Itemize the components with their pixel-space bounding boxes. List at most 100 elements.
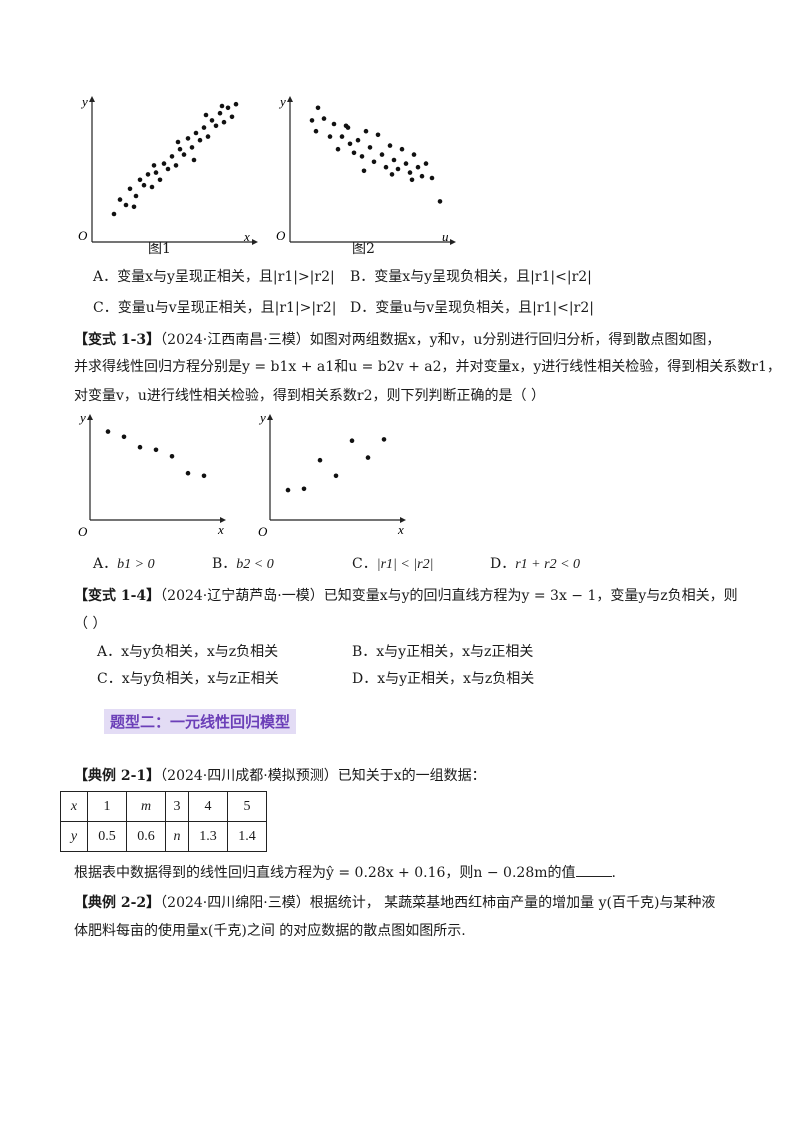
origin-label: O: [78, 524, 88, 539]
figure-caption-2: 图2: [352, 241, 375, 257]
scatter-point: [177, 146, 183, 152]
option-b: B．b2 < 0: [212, 553, 274, 573]
scatter-point: [347, 141, 353, 147]
scatter-point: [181, 152, 187, 157]
example-text: 根据表中数据得到的线性回归直线方程为ŷ = 0.28x + 0.16，则n − …: [74, 865, 576, 881]
scatter-point: [193, 130, 199, 136]
scatter-point: [149, 184, 155, 190]
question-line-3: 对变量v，u进行线性相关检验，得到相关系数r2，则下列判断正确的是（ ）: [74, 388, 545, 404]
option-a: A．变量x与y呈现正相关，且|r1|>|r2|: [93, 269, 335, 285]
scatter-points: [309, 105, 443, 204]
scatter-point: [333, 473, 339, 479]
scatter-point: [391, 157, 397, 163]
scatter-point: [131, 204, 137, 210]
scatter-point: [389, 172, 395, 177]
scatter-point: [345, 125, 351, 130]
table-row: y 0.5 0.6 n 1.3 1.4: [60, 821, 267, 852]
scatter-point: [201, 125, 207, 130]
scatter-point: [349, 438, 355, 443]
question-tag: 【变式 1-3】: [74, 332, 161, 348]
answer-blank[interactable]: [575, 864, 612, 877]
scatter-point: [221, 119, 227, 125]
scatter-point: [175, 139, 181, 145]
scatter-point: [209, 118, 215, 123]
scatter-point: [185, 470, 191, 476]
scatter-point: [365, 455, 371, 460]
scatter-points: [111, 101, 239, 217]
scatter-point: [105, 429, 111, 434]
period: .: [611, 865, 616, 881]
origin-label: O: [78, 228, 88, 243]
example-text: （2024·四川成都·模拟预测）已知关于x的一组数据：: [160, 768, 486, 784]
table-cell: x: [60, 791, 88, 822]
table-cell: 5: [227, 791, 267, 822]
scatter-point: [395, 166, 401, 172]
scatter-point: [165, 166, 171, 172]
option-letter: D．: [490, 556, 516, 572]
scatter-point: [423, 161, 429, 166]
table-cell: m: [126, 791, 166, 822]
scatter-figure-1: y x O: [78, 94, 258, 245]
scatter-point: [169, 454, 175, 459]
scatter-point: [321, 116, 327, 121]
scatter-figure-2: y u O: [276, 94, 456, 245]
origin-label: O: [258, 524, 268, 539]
scatter-point: [111, 211, 117, 217]
scatter-point: [117, 197, 123, 202]
scatter-point: [219, 103, 225, 109]
option-b: B．变量x与y呈现负相关，且|r1|<|r2|: [350, 269, 592, 285]
axis-label-y: y: [78, 410, 86, 425]
scatter-point: [225, 105, 231, 111]
example-tag: 【典例 2-2】: [74, 895, 161, 911]
scatter-point: [367, 145, 373, 150]
scatter-point: [153, 447, 159, 453]
scatter-point: [133, 193, 139, 199]
option-math: b2 < 0: [236, 557, 274, 572]
scatter-point: [161, 161, 167, 166]
scatter-point: [379, 152, 385, 157]
question-tag: 【变式 1-4】: [74, 588, 161, 604]
example-line-2: 体肥料每亩的使用量x(千克)之间 的对应数据的散点图如图所示.: [74, 923, 466, 939]
scatter-point: [415, 164, 421, 170]
scatter-point: [191, 157, 197, 163]
scatter-figure-3: y x O: [78, 410, 226, 539]
question-1-4: 【变式 1-4】（2024·辽宁葫芦岛·一模）已知变量x与y的回归直线方程为y …: [74, 585, 738, 605]
table-cell: n: [165, 821, 189, 852]
axis-label-x: x: [243, 229, 250, 244]
scatter-point: [309, 118, 315, 123]
option-d: D．x与y正相关，x与z负相关: [352, 671, 535, 687]
example-2-2: 【典例 2-2】（2024·四川绵阳·三模）根据统计， 某蔬菜基地西红柿亩产量的…: [74, 892, 715, 912]
scatter-point: [437, 199, 443, 204]
example-tag: 【典例 2-1】: [74, 768, 161, 784]
scatter-point: [301, 486, 307, 492]
axis-label-y: y: [278, 94, 286, 109]
question-1-3: 【变式 1-3】（2024·江西南昌·三模）如图对两组数据x，y和v，u分别进行…: [74, 329, 720, 349]
scatter-points: [285, 437, 387, 493]
option-c: C．x与y负相关，x与z正相关: [97, 671, 279, 687]
question-line-2: （ ）: [74, 616, 107, 632]
scatter-point: [331, 121, 337, 127]
scatter-point: [189, 145, 195, 150]
example-2-1: 【典例 2-1】（2024·四川成都·模拟预测）已知关于x的一组数据：: [74, 765, 486, 785]
option-math: b1 > 0: [117, 557, 155, 572]
scatter-point: [173, 163, 179, 168]
scatter-point: [137, 444, 143, 450]
table-cell: 0.6: [126, 821, 166, 852]
scatter-point: [141, 182, 147, 188]
scatter-point: [327, 134, 333, 139]
section-heading: 题型二：一元线性回归模型: [104, 709, 297, 734]
option-math: |r1| < |r2|: [376, 557, 434, 572]
table-cell: 0.5: [87, 821, 127, 852]
scatter-point: [419, 173, 425, 179]
example-line-1: （2024·四川绵阳·三模）根据统计， 某蔬菜基地西红柿亩产量的增加量 y(百千…: [160, 895, 716, 911]
scatter-point: [205, 134, 211, 139]
scatter-point: [375, 132, 381, 138]
question-line-1: （2024·辽宁葫芦岛·一模）已知变量x与y的回归直线方程为y = 3x − 1…: [160, 588, 738, 604]
scatter-point: [429, 175, 435, 181]
scatter-point: [399, 146, 405, 152]
scatter-point: [383, 164, 389, 170]
scatter-point: [361, 168, 367, 174]
scatter-point: [213, 123, 219, 129]
question-line-2: 并求得线性回归方程分别是y = b1x + a1和u = b2v + a2，并对…: [74, 359, 781, 375]
option-c: C．变量u与v呈现正相关，且|r1|>|r2|: [93, 300, 337, 316]
